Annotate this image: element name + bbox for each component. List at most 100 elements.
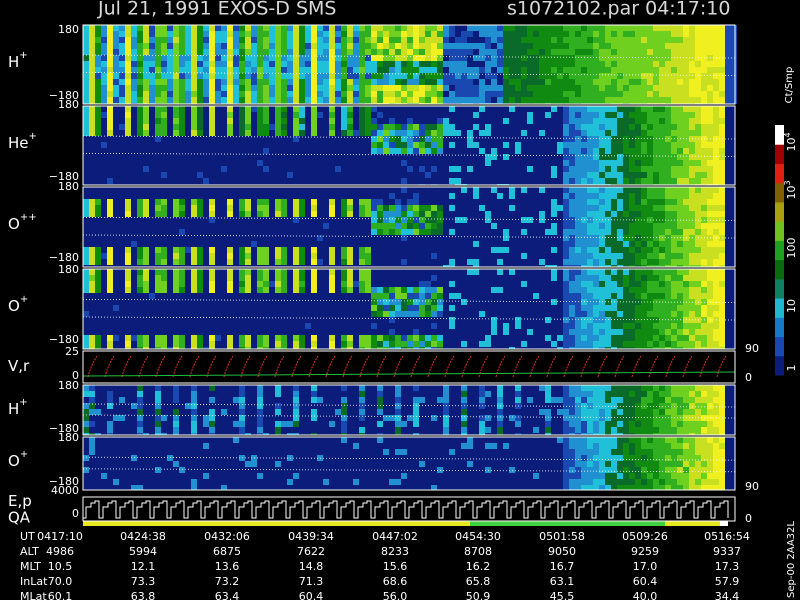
spectrogram-cell: [497, 427, 503, 433]
spectrogram-cell: [467, 67, 473, 73]
panel-frame: [82, 496, 736, 522]
spectrogram-cell: [101, 43, 107, 49]
spectrogram-cell: [269, 49, 275, 55]
spectrogram-cell: [359, 269, 365, 275]
spectrogram-cell: [137, 347, 143, 349]
file-label: s1072102.par 04:17:10: [507, 0, 730, 20]
spectrogram-cell: [653, 385, 659, 391]
spectrogram-cell: [719, 43, 725, 49]
spectrogram-cell: [695, 112, 701, 118]
spectrogram-cell: [329, 106, 335, 112]
spectrogram-cell: [695, 97, 701, 103]
spectrogram-cell: [209, 421, 215, 427]
spectrogram-cell: [317, 37, 323, 43]
spectrogram-cell: [647, 335, 653, 341]
spectrogram-cell: [425, 205, 431, 211]
spectrogram-cell: [689, 269, 695, 275]
spectrogram-cell: [95, 73, 101, 79]
spectrogram-cell: [617, 253, 623, 259]
spectrogram-cell: [359, 341, 365, 347]
spectrogram-cell: [569, 37, 575, 43]
spectrogram-cell: [629, 148, 635, 154]
spectrogram-cell: [617, 449, 623, 455]
spectrogram-cell: [683, 160, 689, 166]
spectrogram-cell: [437, 211, 443, 217]
spectrogram-cell: [635, 97, 641, 103]
spectrogram-cell: [647, 409, 653, 415]
spectrogram-cell: [239, 37, 245, 43]
footer-value: 71.3: [299, 575, 324, 588]
spectrogram-cell: [707, 166, 713, 172]
spectrogram-cell: [587, 347, 593, 349]
spectrogram-cell: [143, 433, 149, 435]
spectrogram-cell: [287, 67, 293, 73]
spectrogram-cell: [581, 421, 587, 427]
spectrogram-cell: [701, 347, 707, 349]
spectrogram-cell: [401, 347, 407, 349]
spectrogram-cell: [569, 421, 575, 427]
spectrogram-cell: [155, 91, 161, 97]
spectrogram-cell: [689, 455, 695, 461]
spectrogram-cell: [389, 49, 395, 55]
spectrogram-cell: [701, 427, 707, 433]
spectrogram-cell: [695, 467, 701, 473]
spectrogram-cell: [587, 241, 593, 247]
spectrogram-cell: [383, 37, 389, 43]
spectrogram-cell: [281, 287, 287, 293]
spectrogram-cell: [383, 55, 389, 61]
spectrogram-cell: [359, 409, 365, 415]
spectrogram-cell: [89, 43, 95, 49]
spectrogram-cell: [605, 403, 611, 409]
spectrogram-cell: [713, 211, 719, 217]
spectrogram-cell: [257, 421, 263, 427]
spectrogram-cell: [365, 31, 371, 37]
spectrogram-cell: [593, 473, 599, 479]
dotted-reference-line: [82, 234, 736, 239]
spectrogram-cell: [539, 217, 545, 223]
spectrogram-cell: [575, 25, 581, 31]
spectrogram-cell: [563, 247, 569, 253]
spectrogram-cell: [119, 49, 125, 55]
spectrogram-cell: [701, 148, 707, 154]
spectrogram-cell: [713, 130, 719, 136]
spectrogram-cell: [503, 118, 509, 124]
spectrogram-cell: [185, 67, 191, 73]
spectrogram-cell: [359, 335, 365, 341]
spectrogram-cell: [665, 67, 671, 73]
spectrogram-cell: [209, 199, 215, 205]
spectrogram-cell: [683, 67, 689, 73]
spectrogram-cell: [587, 130, 593, 136]
spectrogram-cell: [275, 43, 281, 49]
spectrogram-cell: [617, 43, 623, 49]
spectrogram-cell: [347, 347, 353, 349]
spectrogram-cell: [611, 79, 617, 85]
spectrogram-cell: [641, 25, 647, 31]
spectrogram-cell: [641, 154, 647, 160]
spectrogram-cell: [293, 391, 299, 397]
spectrogram-cell: [305, 43, 311, 49]
spectrogram-cell: [179, 49, 185, 55]
spectrogram-cell: [611, 287, 617, 293]
spectrogram-cell: [341, 106, 347, 112]
spectrogram-cell: [593, 409, 599, 415]
spectrogram-cell: [317, 55, 323, 61]
spectrogram-cell: [575, 193, 581, 199]
spectrogram-cell: [413, 148, 419, 154]
spectrogram-cell: [617, 124, 623, 130]
spectrogram-cell: [641, 265, 647, 267]
spectrogram-cell: [359, 73, 365, 79]
spectrogram-cell: [107, 106, 113, 112]
spectrogram-cell: [311, 415, 317, 421]
spectrogram-cell: [431, 31, 437, 37]
footer-value: 6875: [213, 545, 241, 558]
spectrogram-cell: [437, 397, 443, 403]
spectrogram-cell: [593, 265, 599, 267]
spectrogram-cell: [557, 49, 563, 55]
spectrogram-cell: [683, 37, 689, 43]
spectrogram-cell: [155, 49, 161, 55]
spectrogram-cell: [587, 73, 593, 79]
spectrogram-cell: [533, 43, 539, 49]
spectrogram-cell: [407, 305, 413, 311]
spectrogram-cell: [587, 259, 593, 265]
spectrogram-cell: [473, 259, 479, 265]
